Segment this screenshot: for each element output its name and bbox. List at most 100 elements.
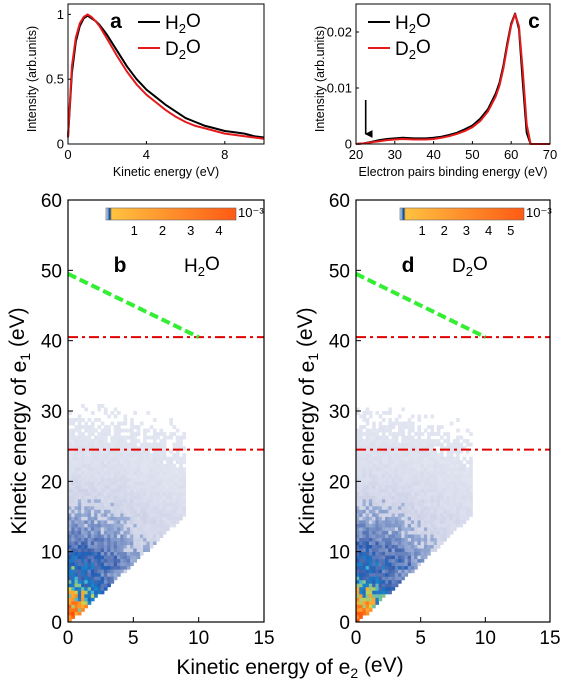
heatmap-cell [149,534,154,538]
heatmap-cell [74,460,79,465]
heatmap-cell [414,467,418,472]
heatmap-cell [130,439,134,443]
heatmap-cell [430,502,434,507]
heatmap-cell [372,442,376,447]
heatmap-cell [84,590,88,595]
heatmap-cell [462,488,467,493]
heatmap-cell [117,435,121,440]
heatmap-cell [378,555,383,560]
heatmap-cell [391,516,396,521]
heatmap-cell [414,474,418,479]
heatmap-cell [146,446,151,451]
heatmap-cell [378,505,383,510]
heatmap-cell [152,534,157,538]
heatmap-cell [103,544,108,549]
heatmap-cell [103,509,108,514]
heatmap-cell [417,425,421,429]
heatmap-cell [462,491,467,496]
heatmap-cell [465,477,470,482]
heatmap-cell [74,541,79,545]
heatmap-cell [130,449,134,454]
heatmap-cell [372,569,376,574]
heatmap-cell [94,456,98,461]
heatmap-cell [103,548,108,552]
heatmap-cell [110,467,115,472]
heatmap-cell [113,460,118,465]
heatmap-cell [81,590,85,595]
heatmap-cell [90,491,95,496]
heatmap-cell [81,576,85,581]
heatmap-cell [110,481,115,486]
heatmap-cell [87,597,92,602]
heatmap-cell [459,523,464,528]
heatmap-cell [136,516,141,521]
heatmap-cell [372,551,376,556]
heatmap-cell [90,505,95,510]
heatmap-cell [394,551,399,556]
heatmap-cell [113,435,118,440]
heatmap-cell [362,418,367,422]
heatmap-cell [436,428,441,433]
heatmap-cell [117,498,121,503]
heatmap-cell [68,615,72,619]
heatmap-cell [365,583,370,588]
heatmap-cell [381,579,386,584]
heatmap-cell [388,502,392,507]
heatmap-cell [365,453,370,458]
heatmap-cell [143,484,147,489]
heatmap-cell [436,516,441,521]
heatmap-cell [172,505,177,510]
heatmap-cell [133,505,137,510]
heatmap-cell [100,446,105,451]
heatmap-cell [117,516,121,521]
heatmap-cell [407,421,412,426]
heatmap-cell [113,470,118,475]
heatmap-cell [120,565,124,570]
heatmap-cell [362,537,367,542]
heatmap-cell [123,498,128,503]
heatmap-cell [90,495,95,500]
heatmap-cell [136,432,141,436]
heatmap-cell [143,530,147,535]
heatmap-cell [443,505,447,510]
heatmap-cell [120,530,124,535]
heatmap-cell [368,600,373,605]
heatmap-cell [420,481,425,486]
heatmap-cell [169,449,173,454]
heatmap-cell [394,435,399,440]
heatmap-cell [436,439,441,443]
heatmap-cell [94,523,98,528]
heatmap-cell [90,411,95,415]
heatmap-cell [68,411,72,415]
heatmap-cell [152,498,157,503]
heatmap-cell [407,491,412,496]
heatmap-cell [436,498,441,503]
heatmap-cell [159,491,164,496]
heatmap-cell [388,491,392,496]
heatmap-cell [117,449,121,454]
heatmap-cell [440,477,444,482]
heatmap-cell [417,488,421,493]
heatmap-cell [378,516,383,521]
heatmap-cell [449,463,454,468]
heatmap-cell [117,421,121,426]
heatmap-cell [68,607,72,612]
heatmap-cell [388,523,392,528]
heatmap-cell [381,505,386,510]
heatmap-cell [136,520,141,524]
heatmap-cell [417,435,421,440]
heatmap-cell [398,421,402,426]
heatmap-cell [71,593,75,598]
heatmap-cell [453,513,457,517]
heatmap-cell [90,484,95,489]
heatmap-cell [469,498,473,503]
heatmap-cell [356,474,360,479]
heatmap-cell [81,551,85,556]
heatmap-cell [372,477,376,482]
heatmap-cell [77,425,82,429]
heatmap-cell [433,534,438,538]
heatmap-cell [381,488,386,493]
heatmap-cell [133,527,137,531]
heatmap-cell [398,467,402,472]
heatmap-cell [417,505,421,510]
